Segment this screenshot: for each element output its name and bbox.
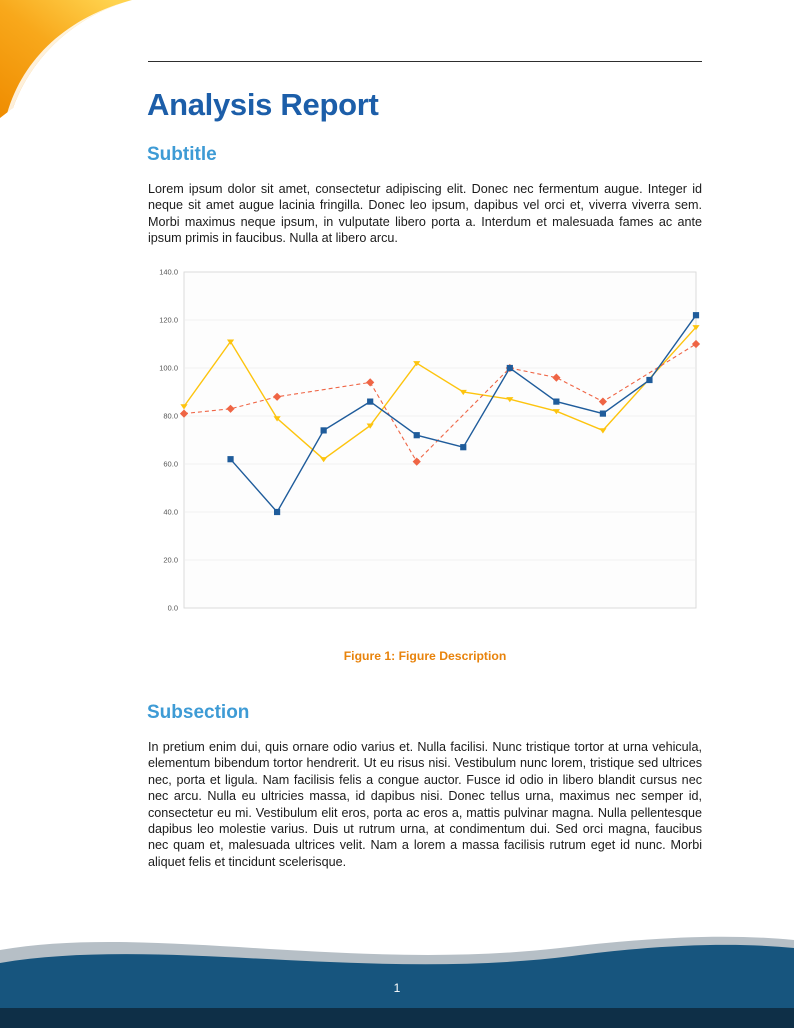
top-rule [148, 61, 702, 63]
section-heading-subsection: Subsection [147, 702, 250, 723]
paragraph-subtitle-body: Lorem ipsum dolor sit amet, consectetur … [148, 182, 702, 246]
section-heading-subtitle: Subtitle [147, 144, 217, 165]
figure-caption-text: Figure Description [398, 649, 507, 663]
svg-text:40.0: 40.0 [163, 508, 178, 517]
corner-swoosh-decoration [0, 0, 132, 118]
paragraph-subsection-body: In pretium enim dui, quis ornare odio va… [148, 740, 702, 869]
footer-wave-blue [0, 944, 794, 1028]
svg-text:0.0: 0.0 [168, 604, 178, 613]
line-chart-canvas: 0.0 20.0 40.0 60.0 80.0 100.0 120.0 140.0 [159, 268, 701, 613]
line-chart-figure: 0.0 20.0 40.0 60.0 80.0 100.0 120.0 140.0 [148, 262, 702, 622]
svg-text:100.0: 100.0 [159, 364, 178, 373]
svg-text:80.0: 80.0 [163, 412, 178, 421]
page-title: Analysis Report [147, 87, 379, 122]
footer-wave-decoration [0, 936, 794, 1028]
corner-swoosh-shape [0, 0, 132, 118]
page-number: 1 [393, 981, 401, 995]
figure-caption-label: Figure 1: [343, 649, 396, 663]
figure-caption: Figure 1: Figure Description [148, 649, 702, 663]
footer-bottom-strip [0, 1008, 794, 1028]
svg-text:20.0: 20.0 [163, 556, 178, 565]
svg-text:120.0: 120.0 [159, 316, 178, 325]
svg-text:140.0: 140.0 [159, 268, 178, 277]
svg-text:60.0: 60.0 [163, 460, 178, 469]
